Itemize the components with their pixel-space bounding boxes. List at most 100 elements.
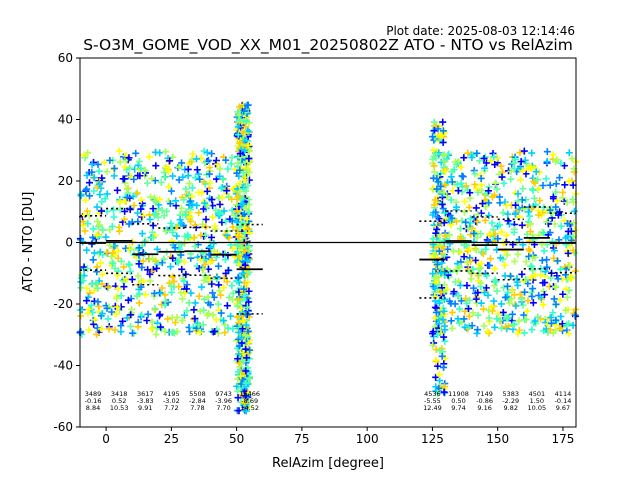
scatter-point-1407: [471, 170, 479, 178]
scatter-point-1246: [511, 300, 519, 308]
scatter-point-1771: [470, 284, 478, 292]
scatter-point-1908: [434, 315, 442, 323]
scatter-point-1985: [440, 219, 448, 227]
scatter-point-222: [214, 262, 222, 270]
scatter-point-640: [166, 157, 174, 165]
bin-std-label-0: 8.84: [86, 404, 100, 412]
scatter-point-505: [96, 259, 104, 267]
scatter-point-685: [188, 192, 196, 200]
scatter-point-1795: [467, 231, 475, 239]
scatter-point-1099: [243, 256, 251, 264]
scatter-point-1822: [468, 322, 476, 330]
scatter-point-429: [205, 276, 213, 284]
scatter-point-1236: [457, 297, 465, 305]
chart-title: S-O3M_GOME_VOD_XX_M01_20250802Z ATO - NT…: [83, 36, 573, 55]
scatter-point-482: [206, 164, 214, 172]
scatter-point-1298: [516, 149, 524, 157]
scatter-point-1387: [496, 193, 504, 201]
scatter-point-381: [158, 284, 166, 292]
scatter-point-513: [85, 305, 93, 313]
scatter-point-547: [83, 171, 91, 179]
bin-std-label-12: 9.67: [556, 404, 570, 412]
bin-mean-label-1: 0.52: [112, 397, 126, 405]
scatter-point-1365: [466, 254, 474, 262]
scatter-point-367: [89, 256, 97, 264]
scatter-point-1093: [237, 304, 245, 312]
scatter-point-1480: [474, 311, 482, 319]
bin-mean-label-3: -3.02: [163, 397, 180, 405]
scatter-point-1699: [525, 252, 533, 260]
scatter-point-1847: [463, 282, 471, 290]
scatter-point-612: [98, 270, 106, 278]
scatter-point-1958: [440, 295, 448, 303]
scatter-point-83: [218, 183, 226, 191]
scatter-point-1073: [244, 164, 252, 172]
scatter-point-162: [223, 302, 231, 310]
scatter-point-419: [224, 324, 232, 332]
scatter-point-686: [162, 148, 170, 156]
scatter-point-616: [217, 184, 225, 192]
scatter-point-1449: [488, 307, 496, 315]
scatter-point-590: [124, 296, 132, 304]
scatter-point-1185: [237, 372, 245, 380]
scatter-point-1496: [491, 230, 499, 238]
scatter-point-1095: [233, 277, 241, 285]
scatter-point-480: [148, 318, 156, 326]
scatter-point-148: [122, 244, 130, 252]
scatter-point-1698: [570, 207, 578, 215]
scatter-point-1865: [466, 268, 474, 276]
scatter-point-1891: [490, 297, 498, 305]
scatter-point-495: [173, 232, 181, 240]
scatter-point-1300: [528, 292, 536, 300]
x-axis-label: RelAzim [degree]: [272, 456, 384, 471]
scatter-point-658: [199, 265, 207, 273]
scatter-point-1921: [441, 181, 449, 189]
scatter-point-353: [121, 207, 129, 215]
scatter-point-1193: [245, 155, 253, 163]
scatter-point-1609: [511, 257, 519, 265]
scatter-point-1813: [439, 205, 447, 213]
scatter-point-235: [112, 310, 120, 318]
scatter-point-1502: [481, 164, 489, 172]
scatter-point-2039: [440, 307, 448, 315]
scatter-point-1557: [563, 198, 571, 206]
scatter-point-1167: [242, 367, 250, 375]
scatter-point-680: [90, 174, 98, 182]
scatter-point-1788: [479, 250, 487, 258]
bin-std-label-9: 9.16: [477, 404, 491, 412]
scatter-point-593: [168, 222, 176, 230]
scatter-point-1802: [567, 275, 575, 283]
scatter-point-1735: [550, 295, 558, 303]
scatter-point-203: [130, 202, 138, 210]
scatter-point-652: [216, 200, 224, 208]
scatter-point-444: [138, 311, 146, 319]
scatter-point-1157: [241, 292, 249, 300]
scatter-point-698: [201, 159, 209, 167]
scatter-point-1733: [464, 225, 472, 233]
scatter-point-1145: [242, 407, 250, 415]
scatter-point-1787: [530, 194, 538, 202]
scatter-point-1579: [493, 287, 501, 295]
scatter-point-1498: [491, 179, 499, 187]
scatter-point-341: [209, 213, 217, 221]
scatter-point-1638: [509, 321, 517, 329]
scatter-point-1122: [234, 368, 242, 376]
scatter-point-334: [163, 226, 171, 234]
scatter-point-391: [170, 277, 178, 285]
scatter-point-1631: [556, 324, 564, 332]
scatter-point-647: [91, 316, 99, 324]
scatter-point-1915: [435, 273, 443, 281]
scatter-point-645: [161, 291, 169, 299]
scatter-point-586: [87, 301, 95, 309]
scatter-point-1507: [520, 329, 528, 337]
scatter-point-595: [122, 275, 130, 283]
scatter-point-1342: [447, 317, 455, 325]
scatter-point-1660: [529, 235, 537, 243]
scatter-point-1830: [468, 154, 476, 161]
scatter-point-1674: [497, 254, 505, 262]
scatter-point-528: [196, 328, 204, 336]
scatter-point-1829: [514, 330, 522, 338]
scatter-point-1873: [496, 221, 504, 229]
scatter-point-1863: [526, 247, 534, 255]
bin-count-label-3: 4195: [163, 390, 180, 398]
